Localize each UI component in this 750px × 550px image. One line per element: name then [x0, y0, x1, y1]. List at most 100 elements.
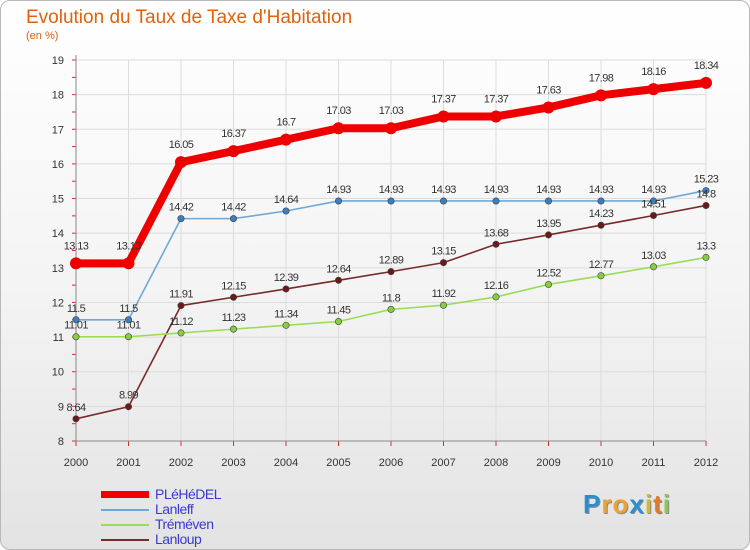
data-point	[280, 133, 292, 146]
data-label: 13.03	[641, 250, 666, 262]
data-label: 11.91	[169, 289, 193, 301]
data-label: 11.92	[432, 288, 456, 300]
data-point	[125, 403, 133, 411]
data-point	[72, 333, 80, 341]
data-point	[649, 263, 657, 271]
data-label: 14.93	[641, 184, 666, 196]
data-label: 11.8	[382, 292, 401, 304]
data-label: 12.77	[589, 259, 614, 271]
data-label: 11.01	[64, 320, 88, 332]
data-point	[597, 272, 605, 280]
y-tick-label: 18	[52, 90, 64, 102]
data-label: 13.13	[116, 240, 141, 252]
data-label: 11.45	[327, 305, 351, 317]
data-point	[597, 221, 605, 229]
y-tick-label: 13	[52, 263, 64, 275]
x-tick-label: 2009	[536, 457, 560, 469]
x-tick-label: 2001	[116, 457, 140, 469]
y-tick-label: 14	[52, 228, 64, 240]
data-point	[492, 293, 500, 301]
data-point	[702, 187, 710, 195]
data-point	[439, 197, 447, 205]
x-tick-label: 2010	[589, 457, 613, 469]
data-point	[544, 197, 552, 205]
data-label: 14.93	[589, 184, 614, 196]
logo-letter: i	[662, 489, 671, 519]
data-label: 11.34	[274, 308, 298, 320]
logo-letter: o	[612, 489, 630, 519]
y-tick-label: 15	[52, 194, 64, 206]
data-point	[177, 302, 185, 310]
data-point	[492, 240, 500, 248]
x-tick-label: 2002	[169, 457, 193, 469]
data-label: 17.63	[536, 84, 561, 96]
data-label: 14.51	[641, 199, 666, 211]
data-point	[492, 197, 500, 205]
legend-label: Tréméven	[155, 516, 214, 532]
x-tick-label: 2005	[326, 457, 350, 469]
data-label: 8.99	[119, 390, 138, 402]
data-label: 16.05	[169, 139, 194, 151]
legend-item-lanloup: Lanloup	[101, 531, 271, 547]
data-point	[282, 285, 290, 293]
data-label: 11.12	[169, 316, 193, 328]
data-point	[544, 280, 552, 288]
x-tick-label: 2012	[694, 457, 718, 469]
data-label: 17.98	[589, 72, 614, 84]
data-point	[490, 110, 502, 123]
y-tick-label: 19	[52, 55, 64, 67]
data-point	[125, 333, 133, 341]
x-tick-label: 2008	[484, 457, 508, 469]
x-tick-label: 2004	[274, 457, 298, 469]
data-point	[387, 197, 395, 205]
data-label: 8.64	[66, 402, 85, 414]
data-label: 13.13	[64, 240, 89, 252]
data-point	[125, 316, 133, 324]
legend-item-plehedel: PLéHéDEL	[101, 486, 271, 502]
data-point	[700, 76, 712, 89]
x-tick-label: 2000	[64, 457, 88, 469]
data-point	[70, 257, 82, 270]
y-tick-label: 16	[52, 159, 64, 171]
data-label: 14.93	[326, 184, 351, 196]
data-point	[334, 276, 342, 284]
legend-item-tremeven: Tréméven	[101, 516, 271, 532]
data-label: 14.93	[484, 184, 509, 196]
data-label: 13.3	[696, 240, 715, 252]
legend-label: Lanloup	[155, 531, 202, 547]
data-label: 14.8	[696, 188, 715, 200]
y-tick-label: 10	[52, 367, 64, 379]
data-label: 16.37	[221, 128, 246, 140]
data-point	[387, 305, 395, 313]
chart-legend: PLéHéDEL Lanleff Tréméven Lanloup	[101, 486, 271, 547]
data-label: 14.23	[589, 208, 614, 220]
data-point	[282, 321, 290, 329]
data-point	[334, 318, 342, 326]
data-label: 18.34	[694, 60, 719, 72]
data-label: 17.03	[379, 105, 404, 117]
data-point	[649, 197, 657, 205]
legend-swatch	[101, 491, 149, 498]
data-point	[385, 122, 397, 135]
logo-letter: t	[653, 489, 663, 519]
logo-letter: x	[629, 489, 645, 519]
data-label: 17.37	[484, 93, 509, 105]
data-label: 16.7	[276, 117, 295, 129]
legend-label: PLéHéDEL	[155, 486, 222, 502]
data-point	[332, 122, 345, 135]
y-tick-label: 17	[52, 124, 64, 136]
data-point	[334, 197, 342, 205]
data-label: 14.93	[536, 184, 561, 196]
legend-swatch	[101, 509, 149, 511]
legend-item-lanleff: Lanleff	[101, 501, 271, 517]
data-label: 11.23	[222, 312, 246, 324]
data-point	[702, 253, 710, 261]
data-label: 11.5	[119, 303, 138, 315]
legend-swatch	[101, 524, 149, 526]
data-point	[702, 201, 710, 209]
data-point	[595, 89, 607, 102]
data-point	[72, 415, 80, 423]
chart-title: Evolution du Taux de Taxe d'Habitation	[26, 7, 353, 28]
y-tick-label: 12	[52, 297, 64, 309]
